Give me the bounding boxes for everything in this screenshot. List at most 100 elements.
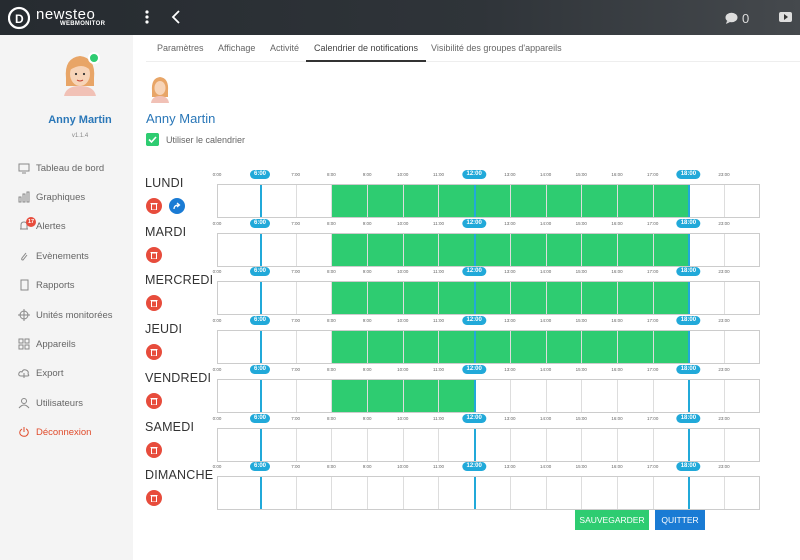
tab-activity[interactable]: Activité <box>270 43 300 53</box>
profile-name: Anny Martin <box>146 111 216 126</box>
sidebar-item-events[interactable]: Evènements <box>18 249 89 263</box>
tab-display[interactable]: Affichage <box>218 43 256 53</box>
tab-device-group-visibility[interactable]: Visibilité des groupes d'appareils <box>431 43 562 53</box>
active-time-range[interactable] <box>332 331 690 364</box>
hour-label: 16:00 <box>611 464 623 470</box>
active-time-range[interactable] <box>332 282 690 315</box>
trash-icon <box>150 300 158 308</box>
hour-cell <box>218 282 261 315</box>
sidebar-item-export[interactable]: Export <box>18 366 63 380</box>
hour-cell <box>618 331 654 364</box>
day-time-track[interactable] <box>217 184 760 218</box>
hour-label: 17:00 <box>647 366 659 372</box>
delete-day-button[interactable] <box>146 441 162 458</box>
hour-cell <box>404 379 440 412</box>
hour-cell <box>511 379 547 412</box>
sidebar-item-users[interactable]: Utilisateurs <box>18 396 83 410</box>
trash-icon <box>150 203 158 210</box>
hour-cell <box>582 185 618 217</box>
hour-cell <box>511 185 547 217</box>
hour-cell <box>440 428 476 461</box>
copy-day-button[interactable] <box>169 198 185 214</box>
hour-marker-line <box>474 428 477 461</box>
sidebar-item-monitored-units[interactable]: Unités monitorées <box>18 308 113 322</box>
active-time-range[interactable] <box>332 233 690 266</box>
hour-cell <box>654 282 690 315</box>
newsteo-logo-icon: D <box>8 6 30 30</box>
delete-day-button[interactable] <box>146 295 162 312</box>
hour-cell <box>618 185 654 217</box>
hour-cell <box>404 233 440 266</box>
hour-cell <box>332 185 369 217</box>
hour-label: 0:00 <box>212 415 222 421</box>
hour-marker-label: 12:00 <box>462 267 486 277</box>
hour-label: 8:00 <box>327 415 336 421</box>
hour-label: 0:00 <box>212 318 222 324</box>
bar-chart-icon <box>18 191 30 203</box>
delete-day-button[interactable] <box>146 344 162 361</box>
delete-day-button[interactable] <box>146 392 162 409</box>
hour-cell <box>261 331 297 364</box>
share-arrow-icon <box>173 202 181 210</box>
active-time-range[interactable] <box>332 379 476 412</box>
monitor-icon <box>18 163 30 174</box>
hour-label: 10:00 <box>397 366 409 372</box>
sidebar-item-graphs[interactable]: Graphiques <box>18 190 85 204</box>
sidebar-item-dashboard[interactable]: Tableau de bord <box>18 161 104 175</box>
chat-button[interactable]: 0 <box>725 10 749 26</box>
hour-cell <box>475 379 511 412</box>
day-time-track[interactable] <box>217 476 760 511</box>
hour-label: 10:00 <box>397 318 409 324</box>
save-button[interactable]: SAUVEGARDER <box>575 510 649 530</box>
hour-label: 13:00 <box>504 220 516 226</box>
sidebar-item-devices[interactable]: Appareils <box>18 337 76 351</box>
hour-cell <box>440 282 476 315</box>
hour-cell <box>618 379 654 412</box>
sidebar-item-label: Export <box>36 367 64 379</box>
day-time-track[interactable] <box>217 281 760 316</box>
hour-labels: 0:00 6:00 7:00 8:00 9:00 10:00 11:00 12:00 13:00… <box>213 267 760 277</box>
hour-label: 10:00 <box>397 172 409 177</box>
hour-label: 13:00 <box>504 318 516 324</box>
hour-cell <box>475 233 511 266</box>
hour-marker-line <box>688 428 691 461</box>
hour-cell <box>547 282 583 315</box>
hour-marker-line <box>260 379 262 412</box>
use-calendar-checkbox[interactable] <box>146 133 159 146</box>
tab-notification-calendar[interactable]: Calendrier de notifications <box>306 35 427 62</box>
youtube-icon[interactable] <box>779 12 792 22</box>
sidebar-item-logout[interactable]: Déconnexion <box>18 425 91 439</box>
hour-label: 9:00 <box>362 172 372 177</box>
hour-label: 23:00 <box>718 172 730 177</box>
hour-marker-label: 6:00 <box>249 413 271 423</box>
hour-marker-label: 6:00 <box>249 218 271 228</box>
tab-bar: Paramètres Affichage Activité Calendrier… <box>146 35 800 62</box>
day-time-track[interactable] <box>217 232 760 267</box>
quit-button[interactable]: QUITTER <box>655 510 705 530</box>
back-chevron-icon[interactable] <box>170 9 182 25</box>
sidebar-item-label: Rapports <box>36 279 75 291</box>
hour-marker-line <box>260 428 262 461</box>
hour-cell <box>582 428 618 461</box>
delete-day-button[interactable] <box>146 490 162 507</box>
day-time-track[interactable] <box>217 427 760 462</box>
delete-day-button[interactable] <box>146 246 162 263</box>
hour-label: 14:00 <box>539 318 552 324</box>
day-time-track[interactable] <box>217 330 760 365</box>
hour-marker-label: 18:00 <box>676 316 701 326</box>
hour-cell <box>261 233 297 266</box>
tab-parameters[interactable]: Paramètres <box>157 43 204 53</box>
day-time-track[interactable] <box>217 378 760 413</box>
hour-label: 23:00 <box>718 220 730 226</box>
hour-cell <box>689 477 725 510</box>
hour-label: 7:00 <box>291 366 301 372</box>
delete-day-button[interactable] <box>146 198 162 214</box>
hour-label: 23:00 <box>718 464 730 470</box>
hour-label: 23:00 <box>718 318 730 324</box>
active-time-range[interactable] <box>332 185 690 217</box>
hour-cell <box>261 282 297 315</box>
menu-dots-icon[interactable] <box>143 9 151 25</box>
trash-icon <box>150 495 158 503</box>
hour-cell <box>689 185 725 217</box>
sidebar-item-reports[interactable]: Rapports <box>18 278 75 292</box>
